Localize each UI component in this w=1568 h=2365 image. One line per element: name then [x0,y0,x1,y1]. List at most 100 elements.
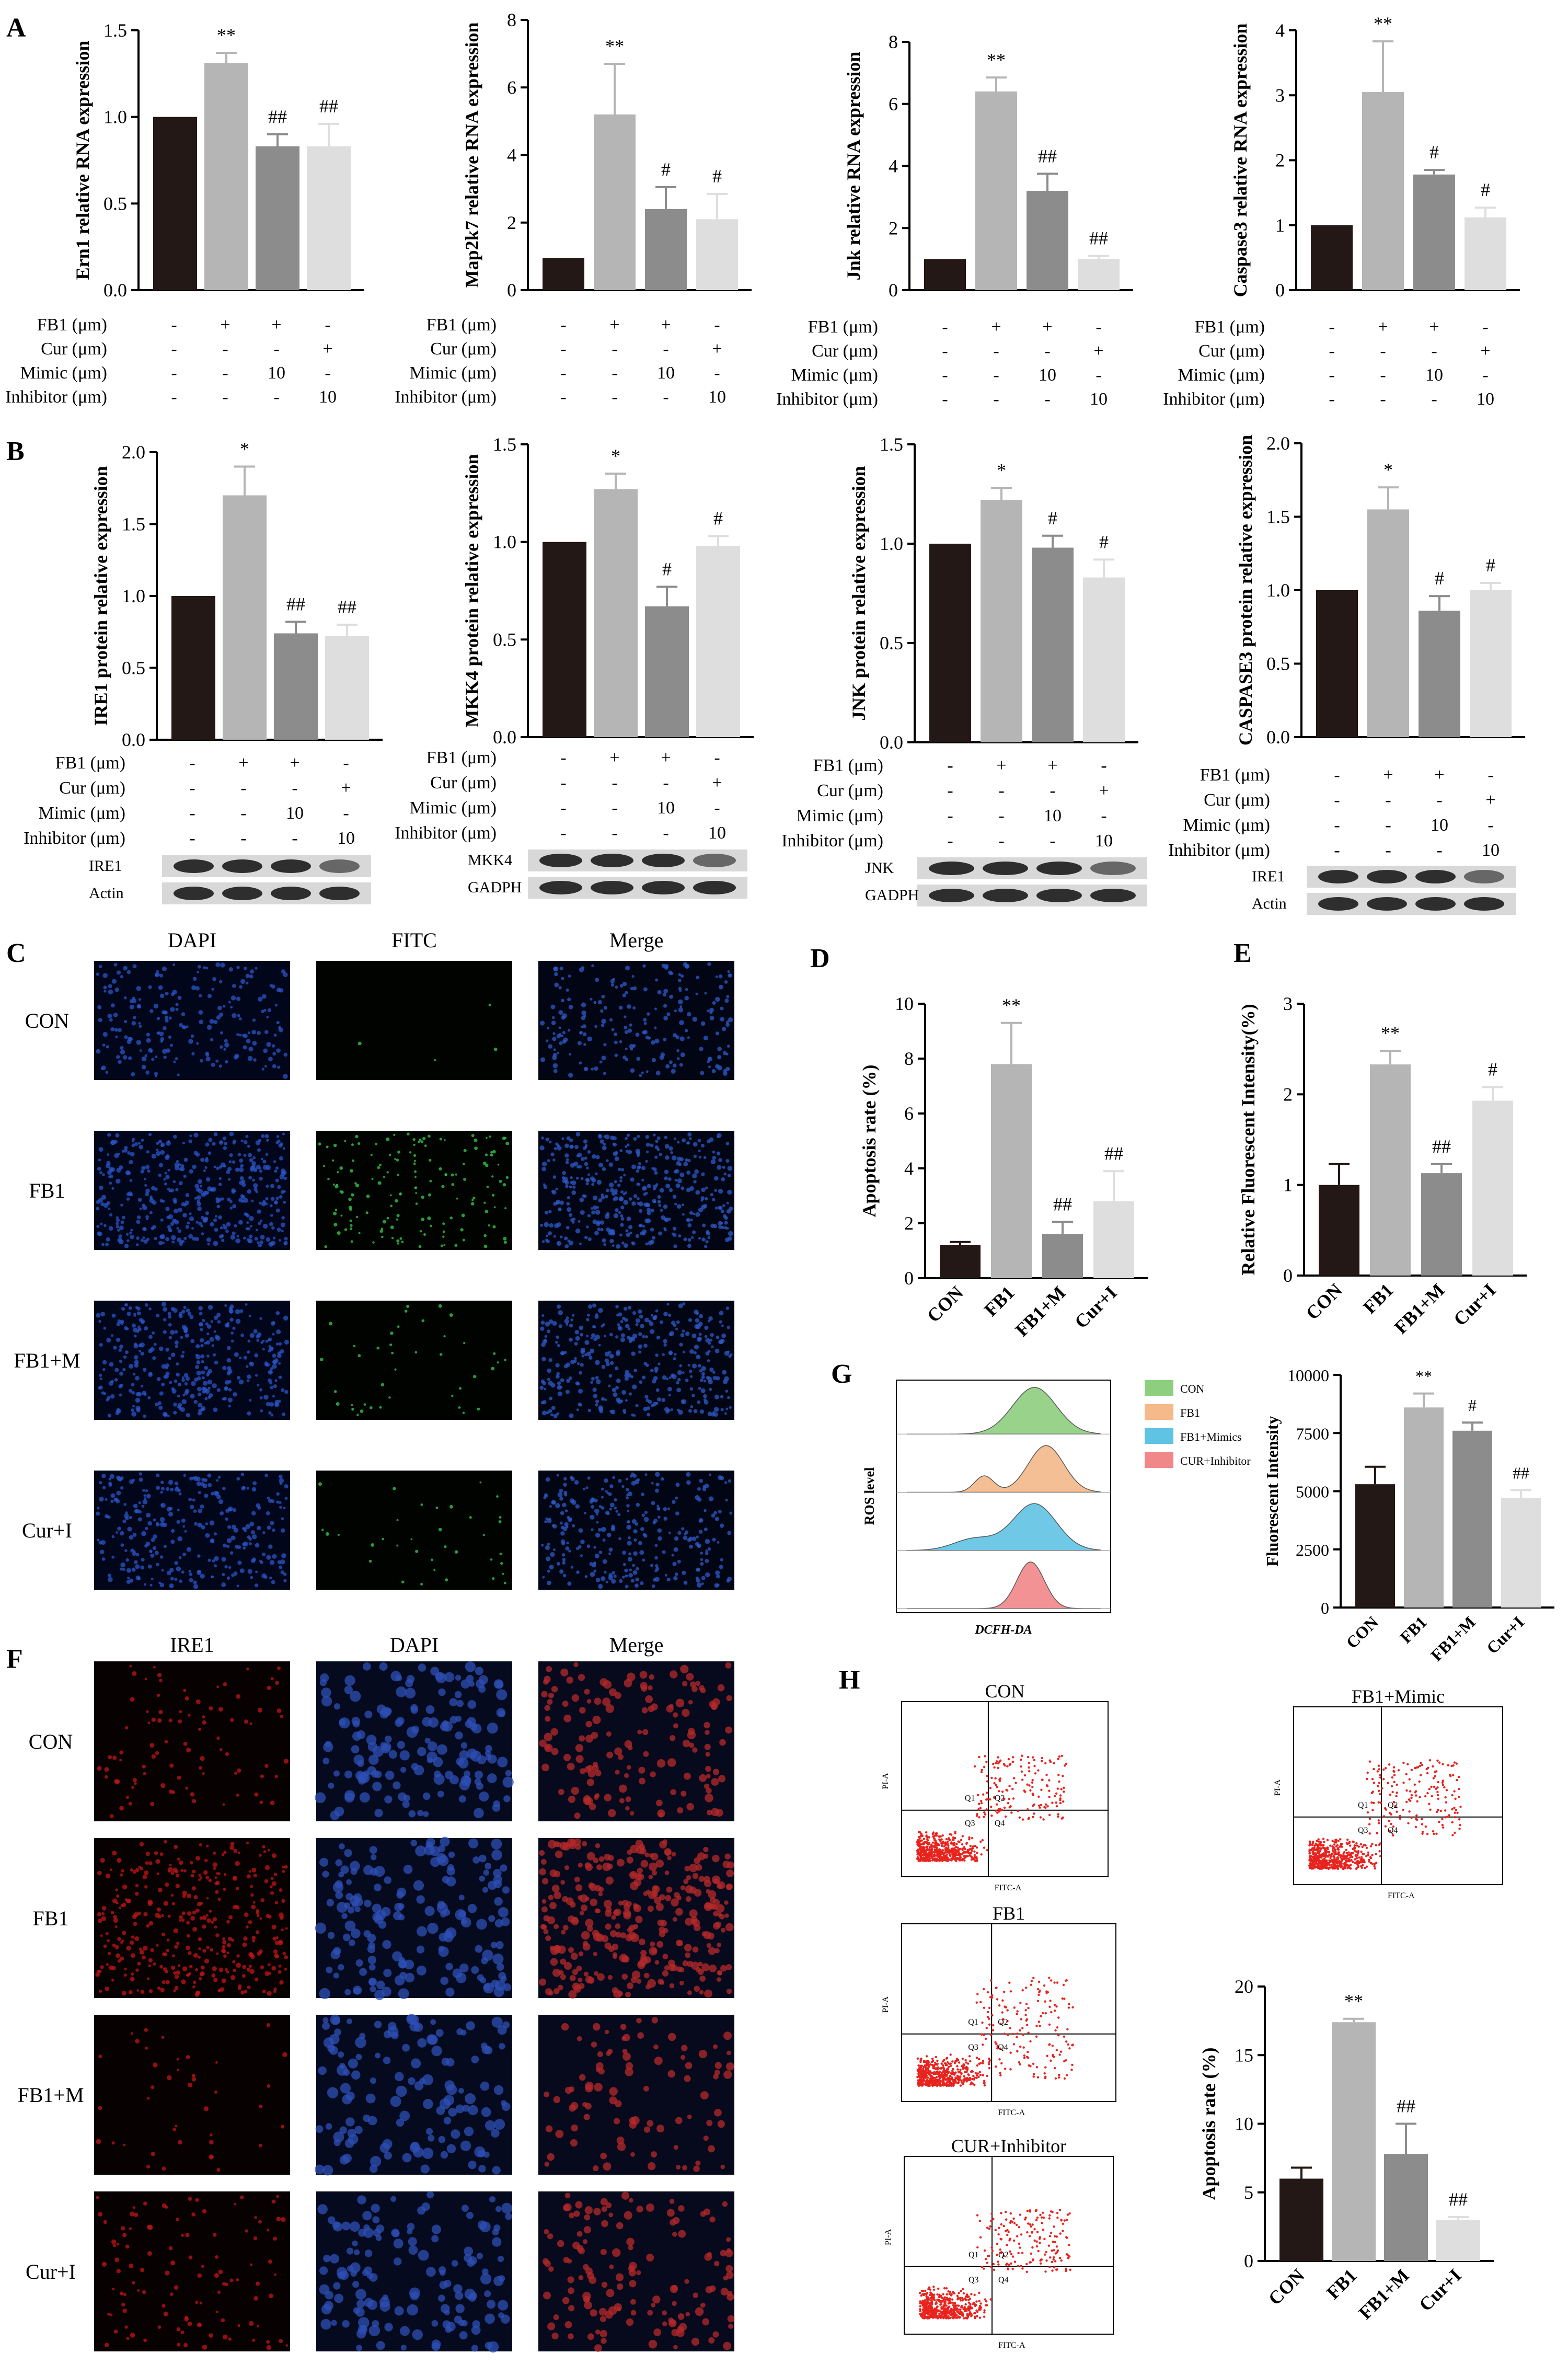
cell-signal [154,1072,158,1076]
cell-signal [267,1685,271,1690]
cell-signal [406,1304,410,1308]
cell-signal [198,1977,202,1981]
cell-signal [599,1678,608,1686]
cell-signal [495,1680,504,1689]
cell-signal [328,1782,335,1789]
cell-signal [249,1398,252,1402]
cell-signal [131,1072,135,1076]
cell-signal [555,1341,558,1344]
cell-signal [129,999,134,1003]
cell-signal [492,1150,496,1154]
y-tick-label: 0.5 [103,193,127,214]
cell-signal [186,1945,191,1950]
cell-signal [170,1871,175,1875]
cell-signal [697,1582,702,1588]
bar [1078,259,1120,290]
cell-signal [463,1177,466,1181]
y-tick-label: 1.0 [493,532,516,553]
y-tick-label: 2 [904,1213,914,1234]
cell-signal [664,1870,670,1875]
cell-signal [344,1849,352,1857]
cell-signal [571,2124,578,2132]
cell-signal [601,1496,604,1499]
cell-signal [132,2281,135,2284]
bar [1355,1484,1395,1608]
cell-signal [162,2304,166,2308]
cell-signal [278,1362,281,1365]
cell-signal [710,1193,713,1197]
cell-signal [569,1185,572,1189]
cell-signal [185,1696,189,1701]
cell-signal [449,1313,453,1317]
cell-signal [258,1222,261,1225]
cell-signal [360,1409,364,1413]
cell-signal [429,1158,432,1162]
cell-signal [180,1869,184,1872]
cell-signal [283,1759,289,1764]
cell-signal [246,1039,251,1043]
cell-signal [681,1790,687,1797]
cell-signal [247,1374,251,1379]
cell-signal [650,1239,654,1244]
cell-signal [277,1353,282,1359]
cell-signal [169,1763,174,1768]
cell-signal [191,1052,195,1055]
cell-signal [694,1310,699,1315]
cell-signal [353,1345,356,1348]
cell-signal [630,1579,635,1583]
cell-signal [339,1166,343,1170]
cell-signal [279,1195,283,1199]
cell-signal [119,1393,122,1397]
cell-signal [712,1411,715,1414]
y-tick-label: 0 [1275,280,1285,301]
cell-signal [426,2034,437,2045]
micro-row-label: FB1+M [14,1349,80,1372]
cell-signal [416,1895,425,1904]
cell-signal [120,975,124,979]
condition-value: - [560,315,566,335]
cell-signal [728,1236,733,1241]
cell-signal [124,1303,128,1306]
cell-signal [443,1244,446,1246]
cell-signal [716,1583,720,1587]
cell-signal [623,1243,628,1248]
cell-signal [423,1811,429,1817]
cell-signal [151,1717,156,1722]
cell-signal [182,1966,188,1971]
cell-signal [334,2028,342,2036]
cell-signal [595,978,599,982]
cell-signal [668,1376,672,1379]
blot-band [1318,897,1358,911]
cell-signal [673,1244,677,1248]
cell-signal [663,1507,667,1511]
cell-signal [608,1182,614,1188]
cell-signal [197,1386,202,1392]
cell-signal [276,1500,280,1504]
condition-value: - [189,778,195,798]
cell-signal [179,1710,182,1714]
bar [1083,577,1125,742]
cell-signal [318,2066,327,2075]
cell-signal [691,1363,697,1369]
cell-signal [646,1218,651,1223]
condition-value: - [1436,790,1442,810]
cell-signal [110,1380,114,1383]
cell-signal [219,980,223,984]
cell-signal [725,1662,732,1669]
cell-signal [601,1576,606,1581]
condition-value: - [273,387,279,407]
cell-signal [627,1520,630,1524]
cell-signal [562,1031,566,1035]
condition-value: - [171,315,177,335]
blot-band [1036,889,1082,902]
cell-signal [675,1496,678,1500]
cell-signal [163,1307,168,1312]
cell-signal [673,1233,677,1237]
cell-signal [377,1181,382,1185]
cell-signal [176,1566,181,1571]
cell-signal [643,2126,651,2133]
cell-signal [120,1562,125,1568]
cell-signal [711,1513,716,1518]
cell-signal [157,1914,162,1919]
significance-mark: ## [1038,145,1057,166]
